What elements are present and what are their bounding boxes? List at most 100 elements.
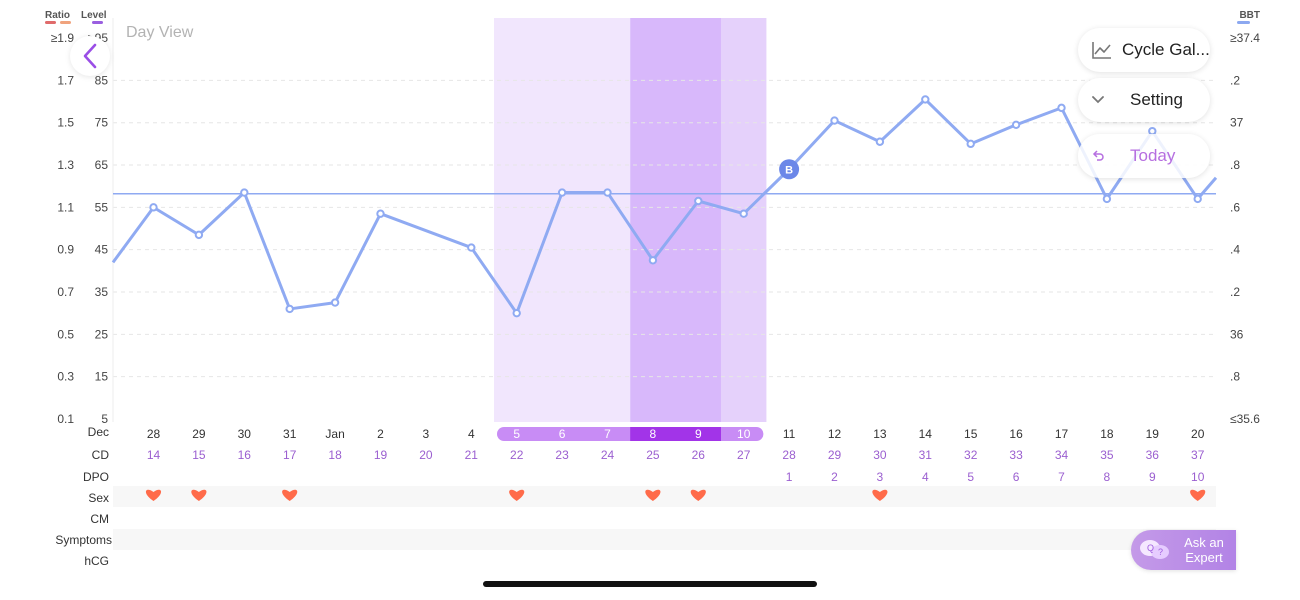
row-label-sex: Sex — [88, 491, 109, 505]
bbt-tick-label: .2 — [1230, 285, 1240, 299]
row-shades — [113, 486, 1216, 550]
legend-ratio-swatch-2 — [60, 21, 71, 24]
bbt-tick-label: 36 — [1230, 327, 1244, 341]
cd-value: 29 — [828, 448, 842, 462]
ratio-tick-label: 1.1 — [57, 200, 74, 214]
day-label: 11 — [783, 427, 796, 441]
level-tick-label: 15 — [95, 370, 109, 384]
bbt-point — [875, 137, 885, 146]
ask-expert-button[interactable]: Q ? Ask an Expert — [1131, 530, 1236, 570]
ask-expert-line1: Ask an — [1184, 535, 1224, 550]
ask-expert-label: Ask an Expert — [1179, 535, 1229, 565]
bbt-point — [512, 308, 521, 318]
fertile-band-post-peak — [721, 18, 767, 422]
dpo-value: 2 — [831, 470, 838, 484]
back-button[interactable] — [70, 36, 110, 76]
cd-value: 25 — [646, 448, 660, 462]
setting-button[interactable]: Setting — [1078, 78, 1210, 122]
day-row: 28 29 30 31 Jan 2 3 4 5 6 7 8 9 10 11 12 13 14 15 16 17 18 19 2… — [147, 427, 1205, 441]
bbt-point — [921, 95, 930, 104]
chat-bubbles-icon: Q ? — [1140, 540, 1169, 559]
level-tick-label: 75 — [95, 116, 109, 130]
day-label: 6 — [559, 427, 566, 441]
view-title: Day View — [126, 24, 194, 41]
cd-value: 22 — [510, 448, 524, 462]
day-label: 19 — [1146, 427, 1160, 441]
bbt-point — [694, 196, 703, 206]
svg-text:Q: Q — [1147, 543, 1154, 553]
bbt-point — [285, 304, 294, 314]
day-label: 20 — [1191, 427, 1205, 441]
bbt-marker-b — [779, 159, 800, 180]
day-label: 17 — [1055, 427, 1069, 441]
peak-pill — [630, 427, 721, 441]
cd-value: 15 — [192, 448, 206, 462]
left-axis: ≥1.9>951.7851.5751.3651.1550.9450.7350.5… — [51, 31, 109, 426]
cd-row: 14 15 16 17 18 19 20 21 22 23 24 25 26 27 28 29 30 31 32 33… — [147, 448, 1205, 462]
return-arrow-icon — [1092, 150, 1104, 161]
row-label-cd: CD — [92, 448, 110, 462]
heart-icon — [282, 489, 298, 501]
bbt-tick-label: .2 — [1230, 73, 1240, 87]
cd-value: 35 — [1100, 448, 1114, 462]
cd-value: 37 — [1191, 448, 1205, 462]
dpo-value: 3 — [877, 470, 884, 484]
dpo-value: 5 — [967, 470, 974, 484]
cd-value: 32 — [964, 448, 978, 462]
bbt-point — [194, 230, 204, 240]
ratio-tick-label: 1.3 — [57, 158, 74, 172]
day-label: 7 — [604, 427, 611, 441]
cd-value: 18 — [328, 448, 342, 462]
heart-icon — [145, 489, 162, 501]
bbt-point — [966, 139, 975, 149]
legend-level-label: Level — [81, 10, 107, 21]
cycle-gallery-label: Cycle Gal... — [1122, 40, 1210, 59]
day-label: 14 — [919, 427, 933, 441]
bbt-point — [648, 256, 658, 265]
ratio-tick-label: 1.5 — [57, 116, 74, 130]
cd-value: 33 — [1009, 448, 1023, 462]
row-shade — [113, 529, 1216, 550]
legend-bbt-swatch — [1237, 21, 1250, 24]
cd-value: 20 — [419, 448, 433, 462]
bbt-point — [376, 209, 385, 218]
bbt-marker-label: B — [785, 164, 793, 176]
level-tick-label: 45 — [95, 243, 109, 257]
bbt-point — [1193, 194, 1202, 204]
ratio-tick-label: 0.9 — [57, 243, 74, 257]
bbt-tick-label: .8 — [1230, 158, 1240, 172]
heart-icon — [690, 489, 706, 501]
fertile-window-bands — [494, 18, 767, 422]
level-tick-label: 25 — [95, 327, 109, 341]
day-label: 10 — [737, 427, 751, 441]
day-label: 31 — [283, 427, 297, 441]
cd-value: 24 — [601, 448, 615, 462]
bbt-point — [330, 298, 340, 307]
bbt-point — [739, 209, 748, 218]
day-label: 9 — [695, 427, 702, 441]
today-button[interactable]: Today — [1078, 134, 1210, 178]
level-tick-label: 55 — [95, 200, 109, 214]
bbt-tick-label: ≤35.6 — [1230, 412, 1260, 426]
cd-value: 21 — [465, 448, 479, 462]
day-label: 3 — [423, 427, 430, 441]
cd-value: 14 — [147, 448, 161, 462]
bbt-point — [557, 188, 567, 197]
bbt-tick-label: .4 — [1230, 243, 1240, 257]
bbt-point — [149, 203, 158, 212]
heart-icon — [645, 489, 661, 501]
day-label: Jan — [325, 427, 344, 441]
ratio-tick-label: 0.5 — [57, 327, 74, 341]
ratio-tick-label: 1.7 — [57, 73, 74, 87]
cd-value: 23 — [555, 448, 569, 462]
dpo-value: 7 — [1058, 470, 1065, 484]
day-label: 30 — [238, 427, 252, 441]
bbt-point — [1102, 194, 1112, 204]
level-tick-label: 85 — [95, 73, 109, 87]
ratio-tick-label: 0.1 — [57, 412, 74, 426]
day-label: 12 — [828, 427, 842, 441]
day-label: 15 — [964, 427, 978, 441]
cycle-gallery-button[interactable]: Cycle Gal... — [1078, 28, 1210, 72]
svg-text:?: ? — [1158, 547, 1163, 557]
row-label-symptoms: Symptoms — [55, 533, 112, 547]
